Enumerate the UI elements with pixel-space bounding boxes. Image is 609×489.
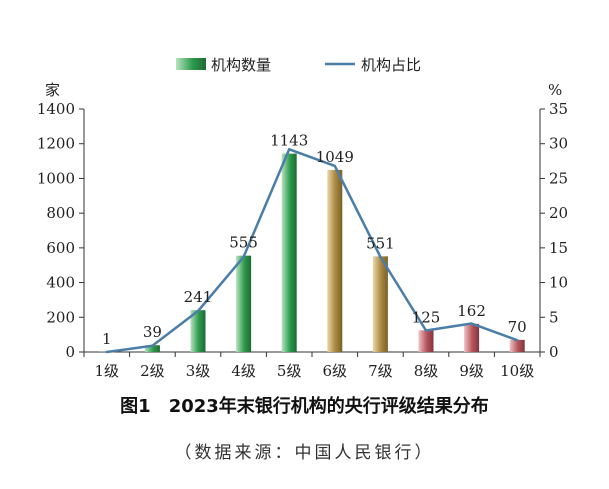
share-point xyxy=(516,338,519,342)
x-tick-label: 4级 xyxy=(231,362,256,380)
bar-5 xyxy=(281,153,297,352)
share-point xyxy=(333,164,336,168)
share-point xyxy=(151,344,154,347)
bar-value-label: 1 xyxy=(102,330,112,348)
y-right-tick-label: 25 xyxy=(549,169,568,187)
share-point xyxy=(424,329,428,332)
bar-2 xyxy=(144,345,160,352)
y-right-tick-label: 35 xyxy=(549,100,568,118)
x-ticks: 1级 2级 3级 4级 5级 6级 7级 8级 9级 10级 xyxy=(83,352,541,380)
x-tick-label: 9级 xyxy=(459,362,484,380)
figure-number: 图1 xyxy=(120,396,151,417)
share-point xyxy=(379,255,382,259)
share-line xyxy=(106,148,518,354)
bar-9 xyxy=(464,323,480,352)
share-point xyxy=(105,350,109,354)
y-left-tick-label: 200 xyxy=(46,308,75,326)
bars xyxy=(99,153,525,352)
bar-value-label: 39 xyxy=(143,323,162,341)
x-tick-label: 8级 xyxy=(414,362,439,380)
legend-bar-swatch xyxy=(176,58,206,70)
legend: 机构数量 机构占比 xyxy=(176,56,421,74)
bar-4 xyxy=(236,255,252,352)
y-left-ticks: 0 200 400 600 800 1000 1200 1400 xyxy=(37,100,84,361)
share-point xyxy=(288,148,291,151)
x-tick-label: 3级 xyxy=(186,362,211,380)
figure-source: （数据来源：中国人民银行） xyxy=(174,443,435,463)
y-right-ticks: 0 5 10 15 20 25 30 35 xyxy=(540,100,568,361)
bar-labels: 1 39 241 555 1143 1049 551 125 162 70 xyxy=(102,132,527,348)
bar-value-label: 1143 xyxy=(270,132,308,150)
x-tick-label: 10级 xyxy=(500,362,534,380)
x-tick-label: 2级 xyxy=(140,362,165,380)
x-tick-label: 6级 xyxy=(323,362,348,380)
y-right-tick-label: 10 xyxy=(549,274,568,292)
x-tick-label: 1级 xyxy=(95,362,120,380)
y-right-tick-label: 30 xyxy=(549,135,568,153)
y-left-unit: 家 xyxy=(45,81,60,99)
figure-title: 图1 2023年末银行机构的央行评级结果分布 xyxy=(0,392,609,418)
share-point xyxy=(470,322,473,325)
legend-line-label: 机构占比 xyxy=(361,56,421,74)
y-left-tick-label: 1200 xyxy=(37,135,75,153)
bar-value-label: 70 xyxy=(508,318,527,336)
bar-value-label: 551 xyxy=(366,234,395,252)
bar-value-label: 1049 xyxy=(316,148,354,166)
y-right-tick-label: 20 xyxy=(549,204,568,222)
figure-title-text: 2023年末银行机构的央行评级结果分布 xyxy=(168,396,489,417)
x-tick-label: 5级 xyxy=(277,362,302,380)
y-left-tick-label: 0 xyxy=(65,343,75,361)
y-left-tick-label: 600 xyxy=(46,239,75,257)
bar-7 xyxy=(372,256,388,352)
bar-value-label: 162 xyxy=(457,302,486,320)
y-right-tick-label: 15 xyxy=(549,239,568,257)
y-left-tick-label: 800 xyxy=(46,204,75,222)
bar-value-label: 125 xyxy=(412,308,441,326)
y-left-tick-label: 1000 xyxy=(37,169,75,187)
bar-3 xyxy=(190,310,206,352)
y-left-tick-label: 400 xyxy=(46,274,75,292)
x-tick-label: 7级 xyxy=(368,362,393,380)
y-left-tick-label: 1400 xyxy=(37,100,75,118)
line-series xyxy=(105,148,519,354)
bar-value-label: 555 xyxy=(229,234,258,252)
y-right-unit: % xyxy=(548,81,562,99)
share-point xyxy=(242,255,245,259)
y-right-tick-label: 5 xyxy=(549,308,559,326)
bar-6 xyxy=(327,169,343,352)
y-right-tick-label: 0 xyxy=(549,343,559,361)
bar-8 xyxy=(418,330,434,352)
chart: 机构数量 机构占比 家 % 0200400600800100012001400 … xyxy=(37,56,568,380)
bar-10 xyxy=(509,339,525,352)
bar-value-label: 241 xyxy=(184,288,213,306)
share-point xyxy=(196,309,200,313)
legend-bar-label: 机构数量 xyxy=(211,56,271,74)
